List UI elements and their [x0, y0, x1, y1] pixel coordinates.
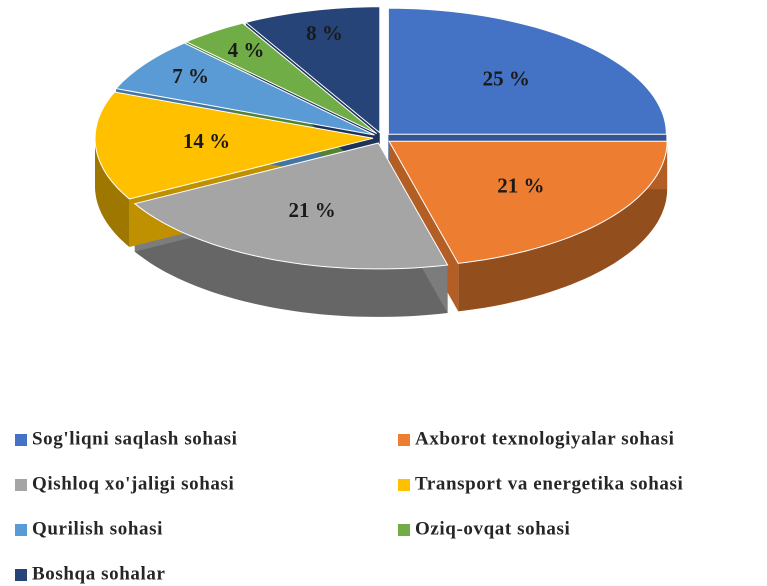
data-label: 21 %: [497, 173, 544, 197]
data-label: 14 %: [183, 129, 230, 153]
slice: [133, 142, 449, 270]
slice-tops: [94, 6, 668, 270]
legend: Sog'liqni saqlash sohasi Axborot texnolog…: [15, 428, 683, 584]
legend-swatch: [15, 479, 27, 491]
data-label: 21 %: [289, 198, 336, 222]
slice: [94, 91, 374, 200]
data-label: 8 %: [306, 21, 343, 45]
slice: [185, 22, 378, 135]
slice: [115, 42, 375, 136]
legend-swatch: [398, 524, 410, 536]
data-label: 25 %: [483, 67, 530, 91]
data-label: 7 %: [172, 64, 209, 88]
legend-swatch: [398, 434, 410, 446]
slice-side: [95, 138, 130, 247]
data-label: 4 %: [228, 38, 265, 62]
slice-side: [458, 141, 668, 312]
legend-label: Qishloq xo'jaligi sohasi: [32, 473, 234, 494]
legend-label: Qurilish sohasi: [32, 518, 163, 539]
slice: [244, 6, 381, 134]
legend-swatch: [15, 434, 27, 446]
legend-label: Axborot texnologiyalar sohasi: [415, 428, 675, 449]
legend-label: Boshqa sohalar: [32, 563, 166, 584]
legend-label: Transport va energetika sohasi: [415, 473, 683, 494]
legend-swatch: [398, 479, 410, 491]
slice: [387, 7, 667, 135]
legend-swatch: [15, 524, 27, 536]
slice-side: [134, 203, 448, 317]
legend-label: Oziq-ovqat sohasi: [415, 518, 570, 539]
legend-label: Sog'liqni saqlash sohasi: [32, 428, 238, 449]
legend-swatch: [15, 569, 27, 581]
slice: [388, 140, 668, 264]
